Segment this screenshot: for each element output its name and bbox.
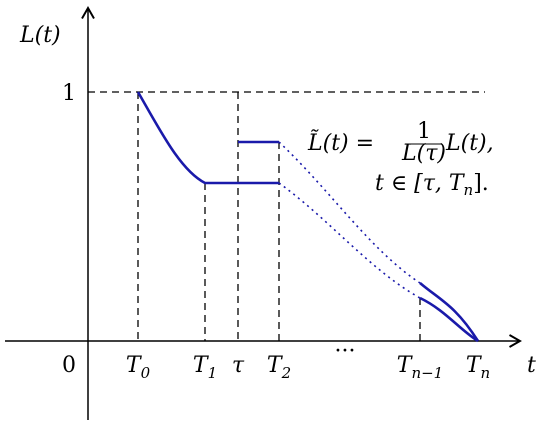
tick-main: T: [193, 353, 210, 378]
tick-sub: 2: [281, 364, 292, 382]
tick-main: T: [267, 353, 284, 378]
x-tick-label: ···: [335, 339, 356, 364]
tick-main: T: [397, 353, 414, 378]
tick-main: T: [126, 353, 143, 378]
tick-sub: 0: [141, 364, 151, 382]
x-label: t: [527, 353, 536, 378]
x-tick-label: Tn−1: [397, 353, 443, 382]
dotted-curves: [278, 141, 421, 299]
x-tick-label: T2: [267, 353, 291, 382]
formula-lhs: L̃(t) =: [307, 130, 374, 156]
formula-condition: t ∈ [τ, Tn].: [375, 171, 489, 199]
formula-rhs: L(t),: [445, 131, 494, 156]
tick-main: T: [466, 353, 483, 378]
formula-numerator: 1: [417, 119, 431, 144]
condition-sub: n: [464, 181, 474, 199]
x-tick-label: T0: [126, 353, 151, 382]
x-tick-label: Tn: [466, 353, 490, 382]
tick-sub: 1: [208, 364, 218, 382]
curves: [136, 91, 480, 343]
x-ticks: T0 T1 τ T2···Tn−1 Tn: [126, 339, 490, 382]
condition-main: t ∈ [τ, T: [375, 171, 466, 196]
condition-end: ].: [473, 171, 489, 196]
tick-main: τ: [232, 353, 245, 378]
one-label: 1: [62, 81, 76, 106]
guides: [88, 91, 485, 341]
x-tick-label: τ: [232, 353, 245, 378]
formula-denominator: L(τ): [401, 141, 446, 166]
tick-main: ···: [335, 339, 356, 364]
x-tick-label: T1: [193, 353, 217, 382]
y-label: L(t): [19, 23, 61, 48]
zero-label: 0: [62, 353, 76, 378]
tick-sub: n−1: [411, 364, 443, 382]
tick-sub: n: [481, 364, 491, 382]
